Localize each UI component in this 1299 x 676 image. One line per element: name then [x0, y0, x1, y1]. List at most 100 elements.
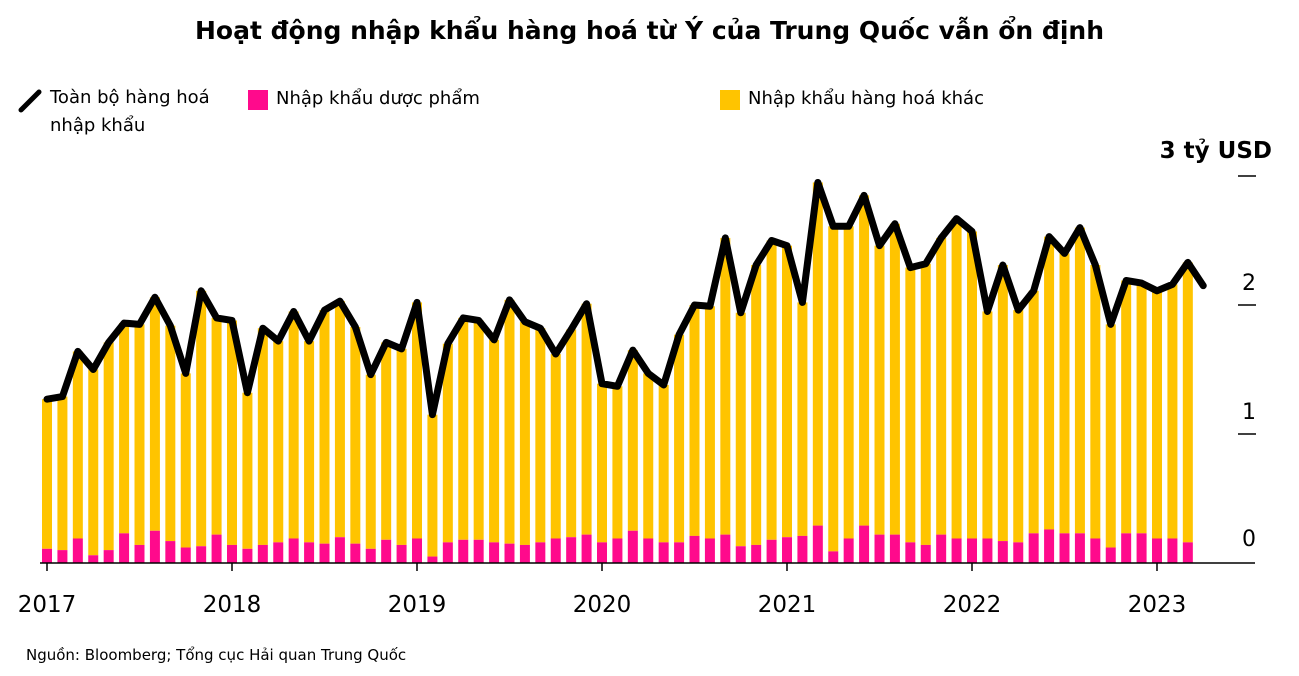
- bar-pharma: [273, 542, 284, 563]
- bar-other: [504, 299, 515, 544]
- x-tick-label: 2017: [18, 592, 77, 618]
- bar-pharma: [412, 538, 422, 563]
- bar-other: [1013, 310, 1024, 543]
- bar-pharma: [1152, 538, 1162, 563]
- bar-other: [134, 324, 145, 545]
- bar-pharma: [119, 533, 130, 563]
- bar-pharma: [689, 535, 700, 563]
- bar-other: [704, 306, 715, 539]
- y-axis-label: 3 tỷ USD: [1160, 138, 1272, 164]
- bar-other: [874, 245, 885, 535]
- bar-pharma: [735, 546, 746, 563]
- bar-pharma: [473, 539, 484, 563]
- bar-other: [473, 320, 484, 540]
- bar-pharma: [951, 538, 962, 563]
- bar-other: [797, 302, 808, 536]
- bar-pharma: [319, 543, 330, 563]
- legend-item-other: Nhập khẩu hàng hoá khác: [720, 88, 984, 110]
- bar-other: [227, 320, 237, 545]
- bar-other: [489, 339, 500, 543]
- legend-label-pharma: Nhập khẩu dược phẩm: [276, 88, 480, 109]
- bar-pharma: [874, 534, 885, 563]
- bar-pharma: [751, 544, 762, 563]
- bar-other: [149, 297, 160, 531]
- bar-other: [920, 263, 931, 545]
- bar-other: [766, 240, 777, 540]
- bar-other: [442, 343, 453, 543]
- bar-other: [859, 195, 870, 526]
- bar-other: [967, 231, 977, 539]
- bar-other: [658, 384, 669, 543]
- bar-other: [103, 342, 114, 551]
- chart-title: Hoạt động nhập khẩu hàng hoá từ Ý của Tr…: [195, 16, 1104, 45]
- line-total: [43, 178, 1207, 419]
- x-tick-label: 2022: [943, 592, 1002, 618]
- bar-other: [57, 396, 68, 551]
- bar-other: [42, 399, 52, 549]
- bar-other: [550, 354, 561, 539]
- legend-item-pharma: Nhập khẩu dược phẩm: [248, 88, 480, 110]
- bar-pharma: [1090, 538, 1101, 563]
- bar-other: [1044, 236, 1055, 530]
- other-swatch-icon: [720, 90, 740, 110]
- bar-pharma: [242, 548, 253, 563]
- bar-other: [936, 237, 947, 535]
- legend-label-total-2: nhập khẩu: [50, 115, 146, 136]
- bar-other: [643, 373, 654, 539]
- bar-other: [196, 290, 207, 547]
- legend-item-total: Toàn bộ hàng hoá nhập khẩu: [18, 87, 210, 140]
- bar-other: [1028, 290, 1039, 534]
- bar-pharma: [797, 535, 808, 563]
- pharma-swatch-icon: [248, 90, 268, 110]
- bar-pharma: [134, 544, 145, 563]
- bar-pharma: [535, 542, 546, 563]
- line-swatch-icon: [18, 89, 42, 113]
- bar-pharma: [612, 538, 623, 563]
- bar-other: [997, 265, 1008, 542]
- bar-other: [88, 369, 99, 556]
- bar-other: [365, 374, 376, 549]
- bar-pharma: [643, 538, 654, 563]
- bar-pharma: [57, 550, 68, 563]
- x-tick-label: 2019: [388, 592, 447, 618]
- bar-other: [982, 311, 993, 539]
- y-tick-label-0: 0: [1242, 527, 1256, 552]
- bar-pharma: [165, 541, 176, 563]
- bar-pharma: [782, 537, 792, 563]
- source-note: Nguồn: Bloomberg; Tổng cục Hải quan Trun…: [26, 646, 407, 664]
- x-tick-label: 2021: [758, 592, 817, 618]
- bar-pharma: [196, 546, 207, 563]
- bar-pharma: [442, 542, 453, 563]
- bar-pharma: [88, 555, 99, 563]
- bar-pharma: [581, 534, 592, 563]
- bar-pharma: [1105, 547, 1116, 563]
- bar-pharma: [566, 537, 577, 563]
- bar-other: [889, 223, 900, 535]
- legend-label-other: Nhập khẩu hàng hoá khác: [748, 88, 984, 109]
- bar-other: [304, 341, 315, 543]
- legend-label-total-1: Toàn bộ hàng hoá: [50, 87, 210, 108]
- bar-pharma: [1167, 538, 1178, 563]
- bar-other: [396, 348, 407, 545]
- bar-pharma: [627, 530, 638, 563]
- x-tick-label: 2020: [573, 592, 632, 618]
- bar-pharma: [42, 548, 52, 563]
- bar-pharma: [936, 534, 947, 563]
- bar-pharma: [550, 538, 561, 563]
- bar-other: [519, 321, 530, 545]
- bar-pharma: [458, 539, 469, 563]
- bar-other: [165, 325, 176, 542]
- bar-pharma: [334, 537, 345, 563]
- bar-other: [242, 392, 253, 549]
- bar-other: [412, 302, 422, 539]
- bar-other: [535, 328, 546, 543]
- bar-other: [689, 305, 700, 536]
- bar-pharma: [504, 543, 515, 563]
- bar-pharma: [103, 550, 114, 563]
- bar-other: [1136, 283, 1147, 534]
- bar-other: [211, 317, 222, 535]
- bar-other: [751, 265, 762, 545]
- bar-pharma: [381, 539, 392, 563]
- bar-other: [1059, 253, 1070, 534]
- y-tick-label-1: 1: [1242, 400, 1256, 425]
